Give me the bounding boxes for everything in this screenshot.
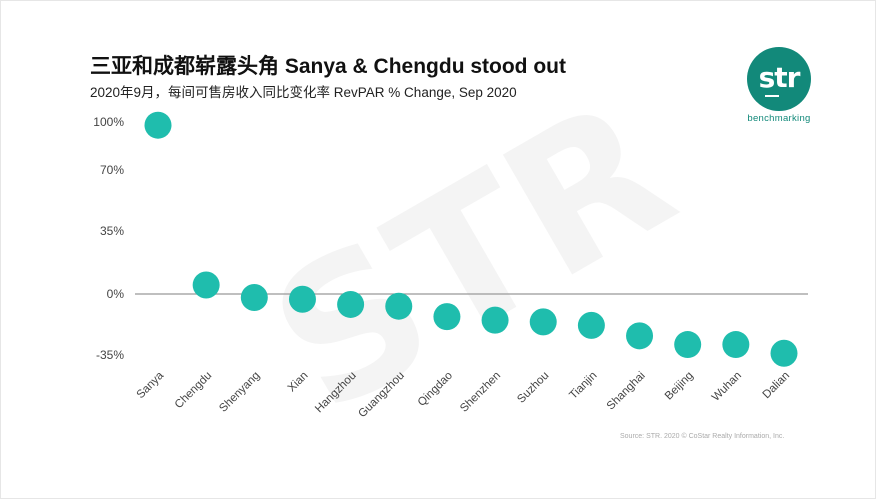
data-point-chengdu <box>192 271 220 299</box>
page-subtitle: 2020年9月，每间可售房收入同比变化率 RevPAR % Change, Se… <box>90 85 517 100</box>
data-point-hangzhou <box>337 290 365 318</box>
y-tick-label: -35% <box>96 348 124 362</box>
data-point-suzhou <box>529 308 557 336</box>
logo-mark: str <box>758 61 801 94</box>
x-tick-label-wuhan: Wuhan <box>710 370 744 404</box>
y-tick-label: 35% <box>100 224 124 238</box>
y-tick-label: 70% <box>100 163 124 177</box>
logo-underline <box>765 95 779 97</box>
data-point-wuhan <box>722 331 750 359</box>
data-point-shenyang <box>240 283 268 311</box>
y-tick-label: 0% <box>107 287 125 301</box>
data-point-shenzhen <box>481 306 509 334</box>
logo-tagline: benchmarking <box>747 113 811 124</box>
data-point-xian <box>288 285 316 313</box>
data-point-shanghai <box>626 322 654 350</box>
data-points <box>144 111 798 367</box>
x-tick-label-shanghai: Shanghai <box>605 370 648 413</box>
str-logo: str <box>747 47 811 111</box>
x-tick-label-shenyang: Shenyang <box>217 370 262 415</box>
x-tick-label-sanya: Sanya <box>135 369 167 401</box>
x-tick-label-chengdu: Chengdu <box>173 370 214 411</box>
data-point-tianjin <box>577 311 605 339</box>
page-title: 三亚和成都崭露头角 Sanya & Chengdu stood out <box>90 55 566 78</box>
x-tick-label-beijing: Beijing <box>663 370 696 403</box>
data-point-qingdao <box>433 303 461 331</box>
x-tick-label-dalian: Dalian <box>761 370 793 402</box>
data-point-dalian <box>770 339 798 367</box>
data-point-guangzhou <box>385 292 413 320</box>
y-axis-ticks: 100% 70% 35% 0% -35% <box>93 115 124 362</box>
data-point-sanya <box>144 111 172 139</box>
x-tick-label-tianjin: Tianjin <box>567 370 599 402</box>
data-point-beijing <box>674 331 702 359</box>
x-tick-label-suzhou: Suzhou <box>515 370 551 406</box>
source-note: Source: STR. 2020 © CoStar Realty Inform… <box>620 433 785 440</box>
y-tick-label: 100% <box>93 115 124 129</box>
